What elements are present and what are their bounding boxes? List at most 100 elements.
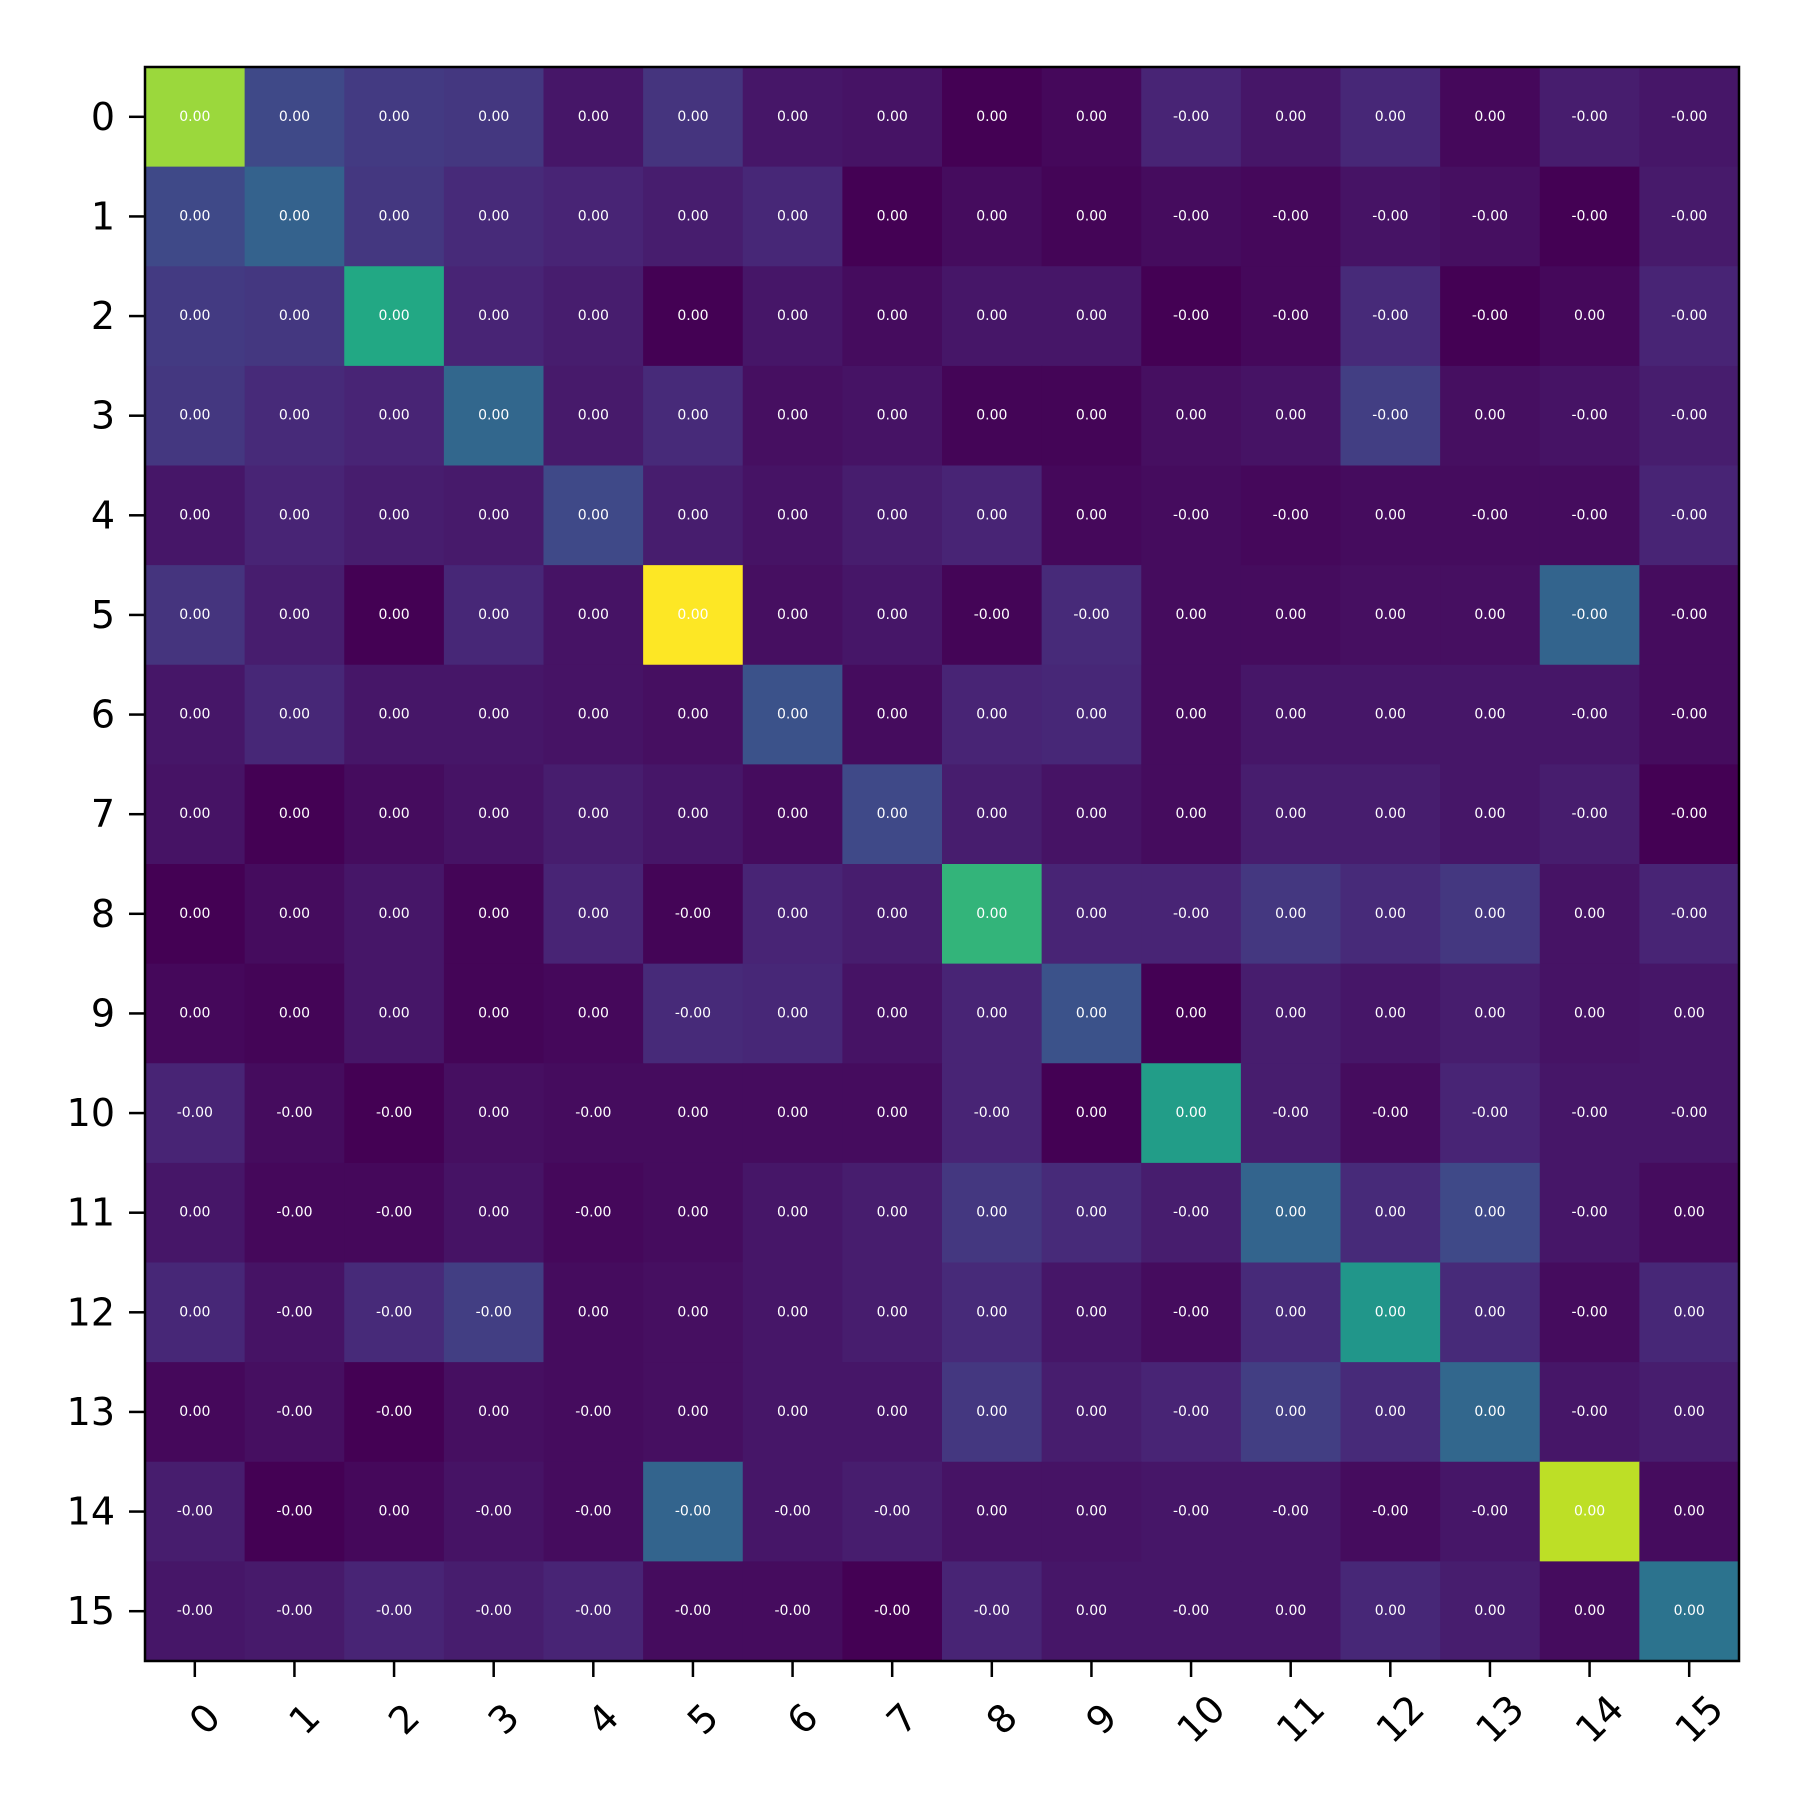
cell-value-label: 0.00 bbox=[877, 906, 908, 922]
cell-value-label: 0.00 bbox=[777, 806, 808, 822]
cell-value-label: 0.00 bbox=[777, 408, 808, 424]
heatmap-cell bbox=[1041, 166, 1142, 267]
cell-value-label: -0.00 bbox=[1173, 208, 1209, 224]
cell-value-label: -0.00 bbox=[1372, 308, 1408, 324]
heatmap-cell bbox=[1240, 1461, 1342, 1562]
cell-value-label: -0.00 bbox=[376, 1404, 412, 1420]
cell-value-label: -0.00 bbox=[376, 1205, 412, 1221]
heatmap-cell bbox=[1639, 67, 1740, 168]
heatmap-cell bbox=[1141, 365, 1242, 467]
cell-value-label: 0.00 bbox=[179, 1304, 210, 1320]
heatmap-cell bbox=[543, 266, 644, 367]
heatmap-cell bbox=[1539, 1262, 1640, 1363]
heatmap-cell bbox=[344, 864, 445, 965]
heatmap-cell bbox=[443, 1461, 545, 1562]
heatmap-cell bbox=[942, 764, 1043, 865]
heatmap-cell bbox=[1539, 1162, 1640, 1264]
heatmap-cell bbox=[1141, 67, 1242, 168]
cell-value-label: 0.00 bbox=[976, 507, 1007, 523]
cell-value-label: 0.00 bbox=[976, 208, 1007, 224]
heatmap-cell bbox=[543, 67, 644, 168]
cell-value-label: 0.00 bbox=[877, 1404, 908, 1420]
cell-value-label: -0.00 bbox=[1173, 1603, 1209, 1619]
cell-value-label: 0.00 bbox=[1175, 408, 1206, 424]
cell-value-label: 0.00 bbox=[1574, 906, 1605, 922]
heatmap-cell bbox=[1240, 764, 1342, 865]
heatmap-cell bbox=[344, 1461, 445, 1562]
cell-value-label: -0.00 bbox=[1671, 507, 1707, 523]
cell-value-label: -0.00 bbox=[1571, 1404, 1607, 1420]
heatmap-cell bbox=[1240, 864, 1342, 965]
cell-value-label: 0.00 bbox=[1076, 1304, 1107, 1320]
heatmap-cell bbox=[1240, 266, 1342, 367]
cell-value-label: 0.00 bbox=[1076, 308, 1107, 324]
cell-value-label: 0.00 bbox=[179, 208, 210, 224]
cell-value-label: 0.00 bbox=[677, 806, 708, 822]
heatmap-cell bbox=[1041, 465, 1142, 566]
heatmap-cell bbox=[1340, 664, 1441, 765]
heatmap-cell bbox=[244, 1461, 345, 1562]
y-tick-label: 0 bbox=[91, 95, 115, 139]
cell-value-label: -0.00 bbox=[1472, 1504, 1508, 1520]
heatmap-cells bbox=[145, 67, 1740, 1662]
heatmap-cell bbox=[443, 465, 545, 566]
heatmap-cell bbox=[1340, 166, 1441, 267]
cell-value-label: 0.00 bbox=[1375, 1205, 1406, 1221]
heatmap-cell bbox=[1141, 565, 1242, 666]
cell-value-label: -0.00 bbox=[1571, 1205, 1607, 1221]
cell-value-label: 0.00 bbox=[478, 208, 509, 224]
cell-value-label: 0.00 bbox=[478, 607, 509, 623]
heatmap-cell bbox=[1639, 166, 1740, 267]
cell-value-label: -0.00 bbox=[276, 1205, 312, 1221]
heatmap-cell bbox=[443, 764, 545, 865]
cell-value-label: 0.00 bbox=[976, 408, 1007, 424]
heatmap-cell bbox=[1639, 565, 1740, 666]
cell-value-label: 0.00 bbox=[976, 1504, 1007, 1520]
heatmap-cell bbox=[1041, 664, 1142, 765]
heatmap-cell bbox=[543, 664, 644, 765]
cell-value-label: -0.00 bbox=[1372, 208, 1408, 224]
heatmap-cell bbox=[1639, 465, 1740, 566]
heatmap-cell bbox=[1539, 67, 1640, 168]
heatmap-cell bbox=[1539, 764, 1640, 865]
cell-value-label: 0.00 bbox=[1175, 806, 1206, 822]
heatmap-cell bbox=[344, 1561, 445, 1662]
heatmap-cell bbox=[244, 764, 345, 865]
heatmap-cell bbox=[1440, 67, 1541, 168]
heatmap-cell bbox=[1440, 764, 1541, 865]
cell-value-label: -0.00 bbox=[177, 1105, 213, 1121]
cell-value-label: 0.00 bbox=[279, 208, 310, 224]
heatmap-cell bbox=[1539, 1063, 1640, 1164]
cell-value-label: -0.00 bbox=[476, 1603, 512, 1619]
heatmap-cell bbox=[842, 1461, 943, 1562]
cell-value-label: 0.00 bbox=[877, 707, 908, 723]
cell-value-label: 0.00 bbox=[378, 906, 409, 922]
cell-value-label: 0.00 bbox=[478, 507, 509, 523]
heatmap-cell bbox=[344, 764, 445, 865]
cell-value-label: 0.00 bbox=[1076, 1105, 1107, 1121]
cell-value-label: -0.00 bbox=[376, 1304, 412, 1320]
heatmap-cell bbox=[942, 1063, 1043, 1164]
cell-value-label: 0.00 bbox=[1674, 1404, 1705, 1420]
y-tick-label: 6 bbox=[91, 693, 115, 737]
heatmap-cell bbox=[244, 166, 345, 267]
cell-value-label: 0.00 bbox=[279, 806, 310, 822]
cell-value-label: 0.00 bbox=[777, 1304, 808, 1320]
cell-value-label: 0.00 bbox=[677, 507, 708, 523]
heatmap-cell bbox=[443, 365, 545, 467]
heatmap-cell bbox=[1639, 1162, 1740, 1264]
cell-value-label: -0.00 bbox=[1173, 1304, 1209, 1320]
heatmap-cell bbox=[1141, 465, 1242, 566]
heatmap-cell bbox=[842, 1362, 943, 1463]
cell-value-label: 0.00 bbox=[478, 1404, 509, 1420]
cell-value-label: -0.00 bbox=[1173, 109, 1209, 125]
y-tick-label: 13 bbox=[67, 1390, 115, 1434]
heatmap-cell bbox=[1240, 67, 1342, 168]
heatmap-cell bbox=[1141, 864, 1242, 965]
heatmap-cell bbox=[145, 764, 246, 865]
cell-value-label: 0.00 bbox=[279, 408, 310, 424]
cell-value-label: 0.00 bbox=[478, 1205, 509, 1221]
cell-value-label: 0.00 bbox=[1375, 109, 1406, 125]
heatmap-cell bbox=[1041, 266, 1142, 367]
heatmap-cell bbox=[145, 166, 246, 267]
